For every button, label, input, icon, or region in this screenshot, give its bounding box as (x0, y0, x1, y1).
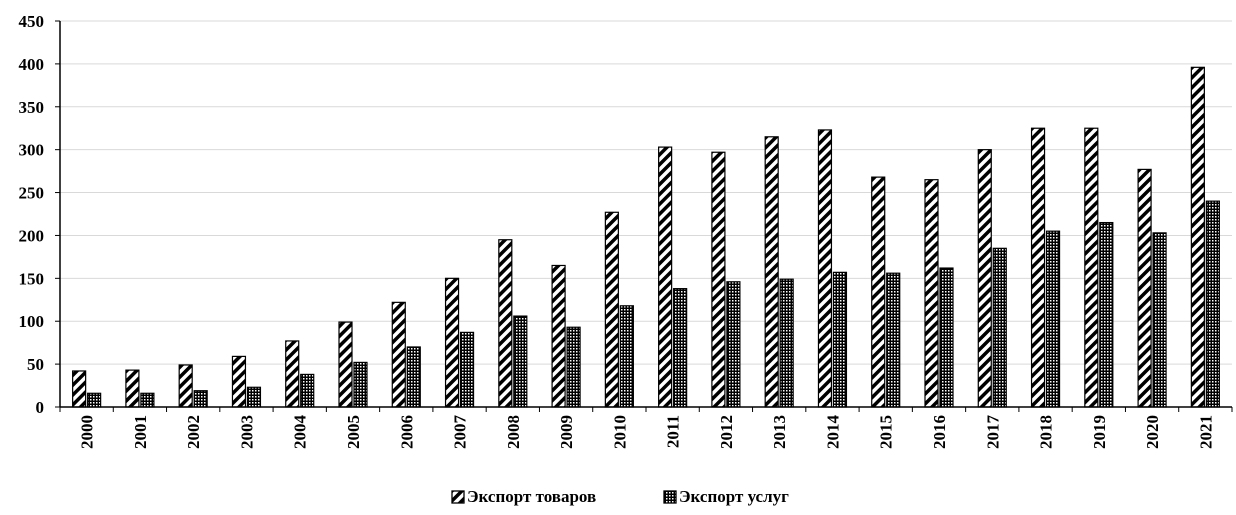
bar-services-2008 (513, 315, 528, 408)
axes (55, 20, 1233, 412)
bar-services-2011 (673, 288, 688, 408)
x-tick-label: 2015 (877, 415, 896, 449)
bar-goods-2008 (498, 239, 513, 408)
bar-services-2013 (779, 278, 794, 408)
x-tick-label: 2012 (717, 415, 736, 449)
bar-services-2002 (193, 390, 208, 408)
bar-services-2019 (1099, 221, 1114, 408)
bar-goods-2012 (711, 151, 726, 408)
bar-goods-2018 (1030, 127, 1046, 408)
x-tick-label: 2001 (131, 415, 150, 449)
y-tick-label: 200 (19, 226, 45, 245)
bar-services-2018 (1045, 230, 1061, 408)
bar-goods-2009 (551, 264, 566, 408)
bar-goods-2010 (604, 211, 619, 408)
bar-services-2014 (832, 271, 848, 408)
x-tick-label: 2006 (397, 415, 416, 449)
x-tick-label: 2017 (983, 415, 1002, 450)
y-tick-labels: 0 50 100 150 200 250 300 350 400 450 (19, 12, 45, 417)
bar-services-2003 (246, 386, 262, 408)
x-tick-label: 2016 (930, 415, 949, 449)
x-tick-label: 2011 (664, 415, 683, 448)
legend-label-services: Экспорт услуг (679, 487, 789, 506)
y-tick-label: 400 (19, 55, 45, 74)
x-tick-label: 2008 (504, 415, 523, 449)
bar-services-2010 (619, 305, 634, 408)
x-tick-label: 2005 (344, 415, 363, 449)
bar-goods-2020 (1137, 168, 1152, 408)
bar-services-2015 (886, 272, 901, 408)
bar-services-2012 (726, 281, 741, 408)
x-tick-label: 2010 (610, 415, 629, 449)
x-tick-label: 2007 (451, 415, 470, 450)
y-tick-label: 100 (19, 312, 45, 331)
x-tick-label: 2019 (1090, 415, 1109, 449)
x-tick-labels: 2000 2001 2002 2003 2004 2005 2006 2007 2008 2009… (78, 415, 1216, 450)
bar-services-2020 (1152, 232, 1167, 408)
bar-goods-2019 (1084, 127, 1099, 408)
y-tick-label: 450 (19, 12, 45, 31)
bar-goods-2005 (338, 321, 353, 408)
bar-goods-2000 (72, 370, 87, 408)
bar-services-2016 (939, 267, 954, 408)
y-tick-label: 50 (27, 355, 44, 374)
x-tick-label: 2013 (770, 415, 789, 449)
bar-services-2001 (140, 392, 155, 408)
bar-services-2005 (353, 361, 368, 408)
bar-services-2017 (992, 247, 1007, 408)
bar-goods-2002 (178, 364, 193, 408)
y-tick-label: 150 (19, 269, 45, 288)
legend: Экспорт товаров Экспорт услуг (451, 487, 789, 506)
y-tick-label: 0 (36, 398, 45, 417)
x-tick-label: 2018 (1037, 415, 1056, 449)
y-tick-label: 250 (19, 184, 45, 203)
bar-goods-2011 (658, 146, 673, 408)
legend-swatch-services (663, 490, 677, 504)
bar-services-2004 (300, 373, 315, 408)
legend-swatch-goods (451, 490, 465, 504)
bar-goods-2004 (285, 340, 300, 408)
legend-label-goods: Экспорт товаров (467, 487, 596, 506)
bar-goods-2003 (231, 355, 247, 408)
bar-goods-2007 (444, 277, 460, 408)
bar-services-2021 (1205, 200, 1220, 408)
bar-services-2007 (459, 331, 475, 408)
bar-goods-2006 (391, 301, 406, 408)
bar-goods-2016 (924, 179, 939, 408)
bars (72, 66, 1220, 408)
x-tick-label: 2000 (78, 415, 97, 449)
x-tick-label: 2002 (184, 415, 203, 449)
bar-goods-2017 (977, 149, 992, 408)
y-tick-label: 300 (19, 141, 45, 160)
bar-services-2000 (87, 392, 102, 408)
y-tick-label: 350 (19, 98, 45, 117)
x-tick-label: 2021 (1196, 415, 1215, 449)
bar-goods-2013 (764, 136, 779, 408)
bar-services-2009 (566, 326, 581, 408)
x-tick-label: 2020 (1143, 415, 1162, 449)
x-tick-label: 2003 (237, 415, 256, 449)
bar-services-2006 (406, 346, 421, 408)
bar-goods-2021 (1190, 66, 1205, 408)
bar-goods-2015 (871, 176, 886, 408)
x-tick-label: 2004 (291, 415, 310, 450)
gridlines (60, 20, 1232, 365)
bar-goods-2001 (125, 369, 140, 408)
x-tick-label: 2014 (823, 415, 842, 450)
x-tick-label: 2009 (557, 415, 576, 449)
bar-goods-2014 (817, 129, 833, 408)
